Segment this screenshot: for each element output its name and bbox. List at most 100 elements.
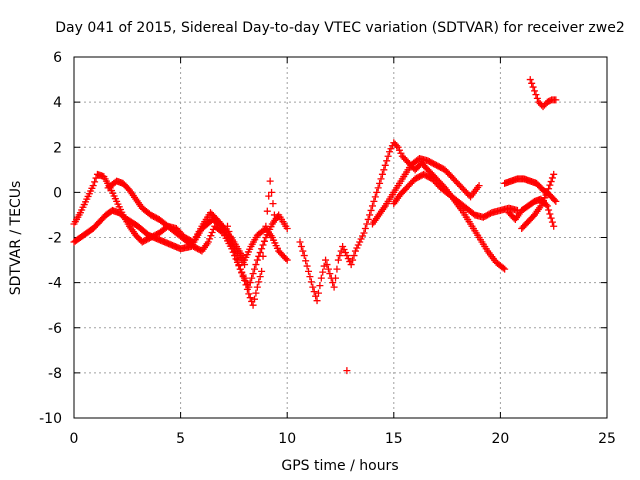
data-point: [251, 265, 259, 273]
data-point: [330, 283, 338, 291]
data-point: [235, 261, 243, 269]
data-point: [332, 274, 340, 282]
y-tick-label: 0: [53, 185, 62, 201]
data-point: [246, 294, 254, 302]
series-track-j: [518, 170, 558, 232]
data-point: [343, 367, 351, 375]
data-point: [269, 200, 277, 208]
data-point: [548, 218, 556, 226]
data-point: [306, 273, 314, 281]
data-point: [302, 257, 310, 265]
data-point: [268, 188, 276, 196]
data-point: [333, 265, 341, 273]
data-point: [297, 243, 305, 251]
y-axis-label: SDTVAR / TECUs: [8, 181, 24, 296]
series-track-e: [296, 139, 509, 305]
data-point: [303, 262, 311, 270]
data-point: [499, 264, 507, 272]
data-point: [551, 196, 559, 204]
data-point: [370, 197, 378, 205]
series-track-i: [505, 195, 558, 230]
data-point: [300, 252, 308, 260]
data-point: [256, 273, 264, 281]
data-point: [361, 224, 369, 232]
data-point: [225, 227, 233, 235]
x-tick-label: 20: [491, 431, 509, 447]
data-point: [270, 211, 278, 219]
data-point: [283, 256, 291, 264]
data-point: [224, 222, 232, 230]
data-point: [384, 152, 392, 160]
y-tick-label: 2: [53, 140, 62, 156]
data-point: [357, 235, 365, 243]
data-point: [552, 197, 560, 205]
data-point: [336, 252, 344, 260]
data-point: [395, 146, 403, 154]
data-point: [552, 96, 560, 104]
data-point: [324, 265, 332, 273]
data-point: [350, 252, 358, 260]
data-point: [256, 249, 264, 257]
data-marks: [70, 76, 560, 375]
data-point: [373, 188, 381, 196]
x-tick-label: 15: [385, 431, 403, 447]
data-point: [543, 202, 551, 210]
data-point: [313, 297, 321, 305]
data-point: [550, 222, 558, 230]
data-point: [371, 193, 379, 201]
data-point: [214, 216, 222, 224]
data-point: [258, 245, 266, 253]
data-point: [545, 206, 553, 214]
data-point: [239, 273, 247, 281]
y-tick-label: -4: [48, 276, 62, 292]
data-point: [547, 178, 555, 186]
series-outlier: [343, 367, 351, 375]
data-point: [283, 224, 291, 232]
data-point: [546, 181, 554, 189]
data-point: [546, 210, 554, 218]
y-tick-label: 6: [53, 50, 62, 66]
chart-title: Day 041 of 2015, Sidereal Day-to-day VTE…: [55, 20, 625, 36]
data-point: [347, 261, 355, 269]
data-point: [309, 283, 317, 291]
data-point: [545, 185, 553, 193]
data-point: [208, 229, 216, 237]
data-point: [238, 269, 246, 277]
x-axis-label: GPS time / hours: [281, 458, 398, 474]
data-point: [383, 157, 391, 165]
data-point: [550, 170, 558, 178]
data-point: [341, 249, 349, 257]
data-point: [248, 274, 256, 282]
data-point: [377, 175, 385, 183]
data-point: [526, 76, 534, 84]
data-point: [380, 166, 388, 174]
data-point: [282, 255, 290, 263]
data-point: [252, 261, 260, 269]
data-point: [262, 222, 270, 230]
y-tick-label: -6: [48, 321, 62, 337]
data-point: [344, 255, 352, 263]
data-point: [245, 290, 253, 298]
data-point: [367, 206, 375, 214]
data-point: [310, 288, 318, 296]
grid: [74, 57, 607, 418]
data-point: [323, 261, 331, 269]
data-point: [229, 243, 237, 251]
data-point: [354, 241, 362, 249]
data-point: [359, 232, 367, 240]
data-point: [236, 265, 244, 273]
data-point: [393, 142, 401, 150]
data-point: [376, 179, 384, 187]
data-point: [232, 252, 240, 260]
data-point: [547, 214, 555, 222]
x-tick-label: 25: [598, 431, 616, 447]
data-point: [233, 256, 241, 264]
x-tick-label: 5: [176, 431, 185, 447]
data-point: [241, 276, 249, 284]
data-point: [351, 247, 359, 255]
data-point: [343, 252, 351, 260]
data-point: [242, 281, 250, 289]
data-point: [255, 278, 263, 286]
data-point: [387, 145, 395, 153]
data-point: [249, 301, 257, 309]
